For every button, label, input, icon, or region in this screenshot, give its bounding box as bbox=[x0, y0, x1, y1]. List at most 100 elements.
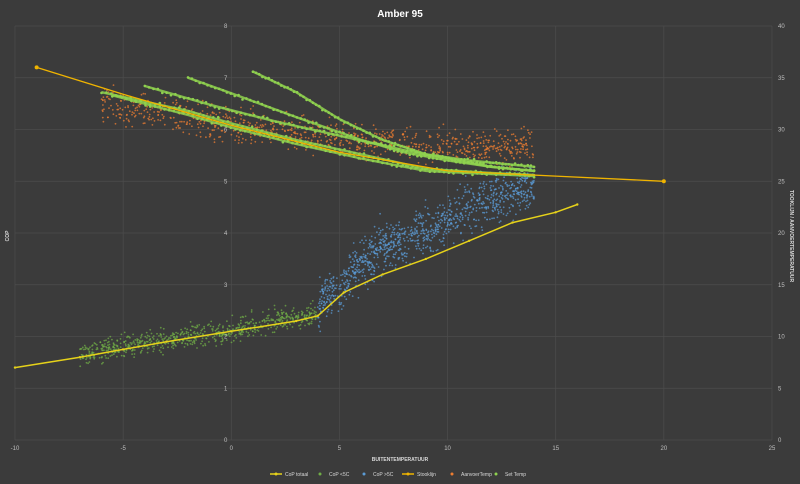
data-point bbox=[515, 148, 517, 151]
data-point bbox=[172, 128, 174, 131]
data-point bbox=[465, 139, 468, 142]
data-point bbox=[468, 150, 470, 153]
data-point bbox=[472, 130, 474, 133]
data-point bbox=[404, 130, 407, 133]
data-point bbox=[91, 351, 94, 354]
data-point bbox=[517, 163, 520, 167]
data-point bbox=[143, 115, 146, 118]
data-point bbox=[507, 129, 509, 132]
data-point bbox=[422, 244, 425, 247]
data-point bbox=[108, 347, 110, 349]
data-point bbox=[187, 96, 190, 100]
data-point bbox=[300, 126, 304, 129]
data-point bbox=[197, 112, 200, 116]
data-point bbox=[438, 155, 441, 158]
data-point bbox=[104, 343, 106, 345]
data-point bbox=[208, 341, 210, 343]
data-point bbox=[459, 149, 462, 151]
data-point bbox=[339, 285, 341, 288]
data-point bbox=[293, 146, 296, 149]
data-point bbox=[156, 332, 158, 335]
data-point bbox=[300, 143, 304, 146]
data-point bbox=[431, 217, 434, 219]
data-point bbox=[349, 123, 353, 127]
data-point bbox=[418, 146, 420, 148]
data-point bbox=[490, 193, 493, 196]
data-point bbox=[485, 211, 488, 214]
data-point bbox=[422, 237, 425, 240]
data-point bbox=[397, 240, 400, 243]
data-point bbox=[146, 105, 149, 108]
data-point bbox=[273, 125, 275, 127]
data-point bbox=[393, 233, 396, 236]
data-point bbox=[495, 199, 498, 202]
data-point bbox=[229, 117, 232, 120]
data-point bbox=[264, 77, 267, 80]
data-point bbox=[102, 120, 105, 123]
data-point bbox=[314, 103, 318, 106]
data-point bbox=[153, 345, 156, 348]
data-point bbox=[394, 253, 397, 256]
data-point bbox=[495, 192, 498, 195]
data-point bbox=[260, 334, 263, 336]
data-point bbox=[516, 202, 519, 205]
data-point bbox=[163, 108, 166, 111]
data-point bbox=[290, 313, 293, 316]
data-point bbox=[446, 151, 449, 154]
data-point bbox=[478, 193, 481, 196]
data-point bbox=[359, 258, 361, 261]
data-point bbox=[347, 270, 350, 272]
data-point bbox=[172, 101, 175, 104]
data-point bbox=[162, 347, 165, 350]
data-point bbox=[231, 109, 234, 113]
data-point bbox=[87, 362, 89, 365]
data-point bbox=[368, 131, 372, 135]
data-point bbox=[434, 222, 437, 225]
data-point bbox=[176, 341, 179, 344]
data-point bbox=[163, 115, 165, 118]
data-point bbox=[532, 165, 536, 169]
data-point bbox=[348, 150, 351, 153]
data-point bbox=[333, 147, 337, 151]
data-point bbox=[468, 156, 471, 159]
data-point bbox=[506, 185, 509, 188]
data-point bbox=[485, 160, 489, 163]
data-point bbox=[441, 150, 444, 153]
data-point bbox=[376, 160, 380, 163]
data-point bbox=[235, 334, 237, 336]
data-point bbox=[439, 148, 441, 151]
data-point bbox=[236, 123, 239, 127]
data-point bbox=[159, 334, 162, 336]
data-point bbox=[378, 242, 381, 245]
data-point bbox=[176, 336, 178, 339]
data-point bbox=[254, 328, 256, 331]
data-point bbox=[381, 161, 384, 165]
data-point bbox=[182, 97, 186, 100]
data-point bbox=[438, 147, 440, 150]
data-point bbox=[299, 324, 302, 326]
data-point bbox=[333, 115, 337, 119]
data-point bbox=[501, 163, 504, 166]
data-point bbox=[190, 77, 194, 80]
data-point bbox=[364, 278, 367, 280]
data-point bbox=[233, 335, 236, 337]
data-point bbox=[174, 92, 177, 96]
data-point bbox=[152, 335, 155, 337]
data-point bbox=[304, 140, 307, 143]
legend-label: Set Temp bbox=[505, 472, 526, 478]
data-point bbox=[528, 203, 531, 206]
data-point bbox=[162, 339, 165, 342]
data-point bbox=[307, 137, 310, 140]
data-point bbox=[318, 307, 321, 310]
data-point bbox=[450, 222, 452, 225]
data-point bbox=[324, 282, 326, 285]
data-point bbox=[443, 244, 445, 247]
data-point bbox=[420, 143, 423, 146]
data-point bbox=[119, 113, 121, 116]
data-point bbox=[467, 201, 470, 204]
data-point bbox=[95, 348, 98, 351]
data-point bbox=[364, 260, 367, 262]
data-point bbox=[505, 196, 507, 199]
data-point bbox=[185, 332, 188, 335]
data-point bbox=[220, 343, 223, 346]
